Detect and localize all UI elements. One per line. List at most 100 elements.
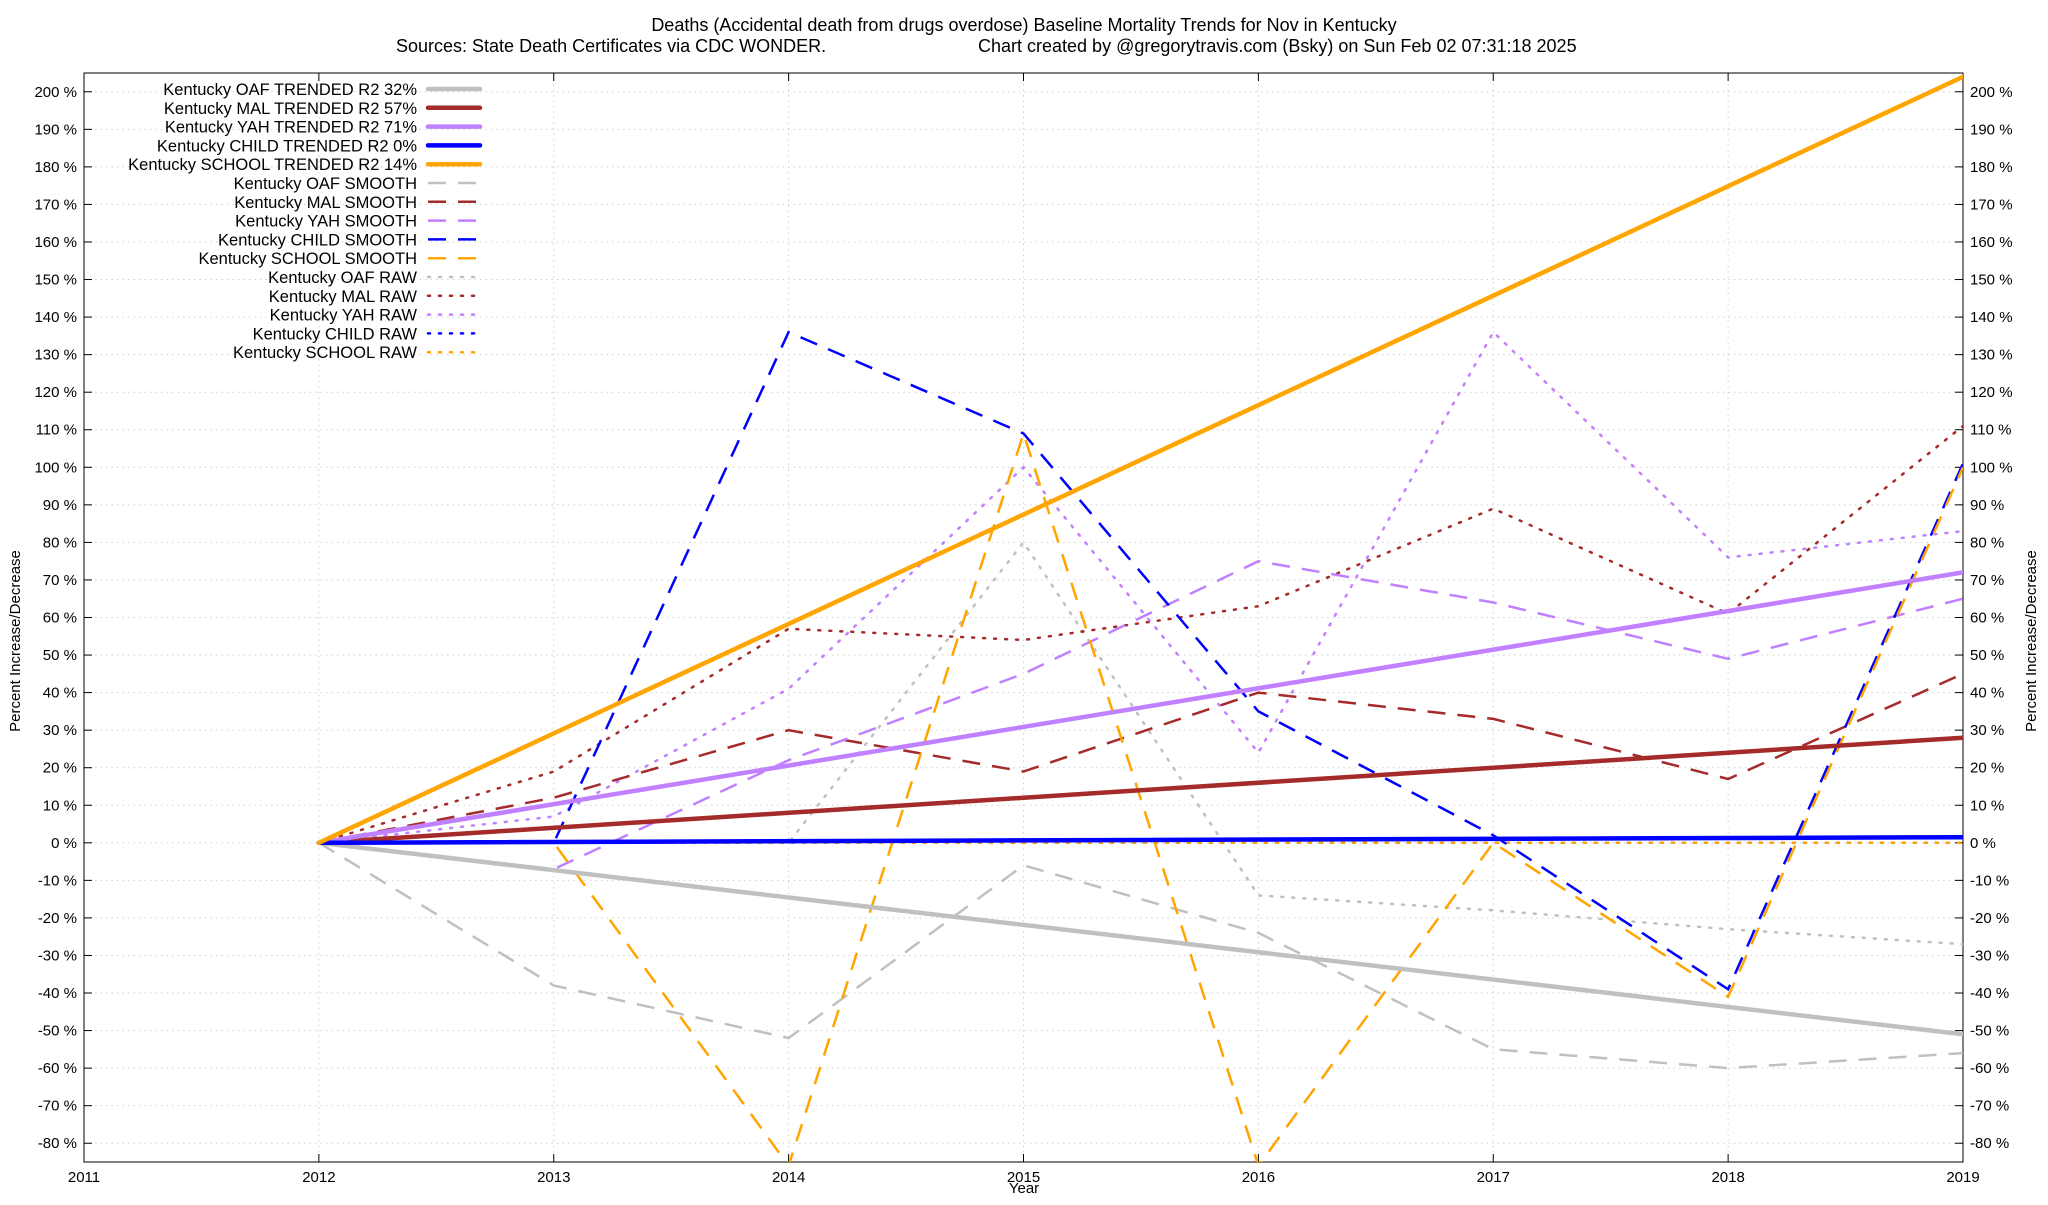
series-line-kentucky-mal-raw — [317, 424, 1963, 845]
legend-label-kentucky-oaf-raw: Kentucky OAF RAW — [268, 269, 417, 287]
legend-label-kentucky-school-raw: Kentucky SCHOOL RAW — [233, 344, 417, 362]
y-tick-label-left: -50 % — [38, 1023, 77, 1040]
y-tick-label-left: 160 % — [34, 234, 77, 251]
y-tick-label-right: 50 % — [1970, 647, 2004, 664]
x-tick-label: 2011 — [68, 1169, 100, 1186]
y-tick-label-left: 40 % — [43, 685, 77, 702]
legend-label-kentucky-child-smooth: Kentucky CHILD SMOOTH — [218, 231, 417, 249]
legend-label-kentucky-school-trended-r2-14: Kentucky SCHOOL TRENDED R2 14% — [128, 156, 417, 174]
series-line-kentucky-child-smooth — [318, 330, 1963, 992]
legend-label-kentucky-oaf-smooth: Kentucky OAF SMOOTH — [234, 175, 417, 193]
y-tick-label-left: -30 % — [38, 947, 77, 964]
y-tick-label-right: -50 % — [1970, 1023, 2009, 1040]
y-tick-label-left: 130 % — [34, 347, 77, 364]
y-tick-label-left: 0 % — [51, 835, 77, 852]
y-tick-label-right: -30 % — [1970, 947, 2009, 964]
series-line-kentucky-mal-trended-r2-57 — [316, 735, 1963, 846]
legend-label-kentucky-oaf-trended-r2-32: Kentucky OAF TRENDED R2 32% — [163, 81, 417, 99]
x-axis-title: Year — [1009, 1180, 1039, 1197]
y-tick-label-right: -20 % — [1970, 910, 2009, 927]
y-tick-label-right: 130 % — [1970, 347, 2013, 364]
y-tick-label-left: 150 % — [34, 272, 77, 289]
chart-title: Deaths (Accidental death from drugs over… — [651, 15, 1396, 35]
series-line-kentucky-oaf-trended-r2-32 — [316, 840, 1963, 1037]
y-tick-label-left: 20 % — [43, 760, 77, 777]
series-line-kentucky-oaf-raw — [317, 540, 1963, 946]
y-tick-label-right: -70 % — [1970, 1098, 2009, 1115]
y-tick-label-left: 10 % — [43, 797, 77, 814]
y-tick-label-right: 200 % — [1970, 84, 2013, 101]
x-tick-label: 2015 — [1007, 1169, 1040, 1186]
y-tick-label-left: 120 % — [34, 384, 77, 401]
x-tick-label: 2016 — [1242, 1169, 1275, 1186]
series-line-kentucky-oaf-smooth — [318, 841, 1963, 1070]
y-tick-label-right: 10 % — [1970, 797, 2004, 814]
y-tick-label-left: 180 % — [34, 159, 77, 176]
y-tick-label-left: 100 % — [34, 459, 77, 476]
y-tick-label-right: 80 % — [1970, 534, 2004, 551]
y-tick-label-right: 120 % — [1970, 384, 2013, 401]
legend: Kentucky OAF TRENDED R2 32%Kentucky MAL … — [128, 81, 483, 362]
y-tick-label-right: 190 % — [1970, 121, 2013, 138]
y-tick-label-left: 140 % — [34, 309, 77, 326]
y-tick-label-right: 140 % — [1970, 309, 2013, 326]
series-line-kentucky-yah-smooth — [318, 559, 1963, 871]
y-tick-label-left: 110 % — [36, 422, 77, 439]
y-tick-label-left: 90 % — [43, 497, 77, 514]
y-tick-label-left: 30 % — [43, 722, 77, 739]
legend-label-kentucky-mal-trended-r2-57: Kentucky MAL TRENDED R2 57% — [164, 100, 417, 118]
y-tick-label-right: 70 % — [1970, 572, 2004, 589]
legend-label-kentucky-child-raw: Kentucky CHILD RAW — [253, 325, 418, 343]
legend-label-kentucky-yah-smooth: Kentucky YAH SMOOTH — [235, 213, 417, 231]
series-line-kentucky-school-smooth — [318, 429, 1963, 1162]
x-tick-label: 2013 — [537, 1169, 570, 1186]
y-tick-label-left: 170 % — [34, 196, 77, 213]
x-tick-label: 2018 — [1711, 1169, 1744, 1186]
x-tick-label: 2017 — [1477, 1169, 1510, 1186]
y-tick-label-right: 30 % — [1970, 722, 2004, 739]
legend-label-kentucky-school-smooth: Kentucky SCHOOL SMOOTH — [198, 250, 417, 268]
chart-subtitle-source: Sources: State Death Certificates via CD… — [396, 36, 826, 56]
y-tick-label-right: 90 % — [1970, 497, 2004, 514]
x-tick-label: 2014 — [772, 1169, 805, 1186]
series-line-kentucky-yah-trended-r2-71 — [316, 570, 1963, 846]
y-tick-label-right: 40 % — [1970, 685, 2004, 702]
y-tick-label-right: 170 % — [1970, 196, 2013, 213]
legend-label-kentucky-child-trended-r2-0: Kentucky CHILD TRENDED R2 0% — [157, 137, 417, 155]
y-tick-label-right: 0 % — [1970, 835, 1996, 852]
y-tick-label-left: -70 % — [38, 1098, 77, 1115]
y-tick-label-left: 80 % — [43, 534, 77, 551]
y-tick-label-left: -10 % — [38, 872, 77, 889]
axes: -80 % -80 % -70 % -70 % -60 % -60 % -50 % -50 %… — [34, 72, 2013, 1186]
series-line-kentucky-child-trended-r2-0 — [316, 834, 1963, 846]
series-lines — [316, 74, 1963, 1162]
y-tick-label-left: -40 % — [38, 985, 77, 1002]
y-tick-label-right: 60 % — [1970, 610, 2004, 627]
y-tick-label-left: -60 % — [38, 1060, 77, 1077]
y-tick-label-right: -10 % — [1970, 872, 2009, 889]
y-tick-label-right: -80 % — [1970, 1135, 2009, 1152]
y-tick-label-right: 100 % — [1970, 459, 2013, 476]
y-axis-title-left: Percent Increase/Decrease — [7, 550, 24, 732]
y-tick-label-right: 110 % — [1970, 422, 2011, 439]
x-tick-label: 2012 — [302, 1169, 335, 1186]
legend-label-kentucky-mal-smooth: Kentucky MAL SMOOTH — [234, 194, 417, 212]
y-tick-label-right: 160 % — [1970, 234, 2013, 251]
series-line-kentucky-mal-smooth — [318, 672, 1963, 845]
y-tick-label-right: 180 % — [1970, 159, 2013, 176]
y-tick-label-right: 150 % — [1970, 272, 2013, 289]
y-tick-label-left: -80 % — [38, 1135, 77, 1152]
y-tick-label-left: 50 % — [43, 647, 77, 664]
y-tick-label-left: 60 % — [43, 610, 77, 627]
legend-label-kentucky-yah-trended-r2-71: Kentucky YAH TRENDED R2 71% — [165, 119, 418, 137]
y-tick-label-left: 70 % — [43, 572, 77, 589]
series-line-kentucky-yah-raw — [317, 330, 1963, 845]
legend-label-kentucky-mal-raw: Kentucky MAL RAW — [269, 288, 418, 306]
y-tick-label-left: 200 % — [34, 84, 77, 101]
chart-subtitle-credit: Chart created by @gregorytravis.com (Bsk… — [978, 36, 1577, 56]
y-tick-label-left: 190 % — [34, 121, 77, 138]
series-line-kentucky-school-trended-r2-14 — [316, 74, 1963, 846]
y-axis-title-right: Percent Increase/Decrease — [2023, 550, 2040, 732]
y-tick-label-right: 20 % — [1970, 760, 2004, 777]
